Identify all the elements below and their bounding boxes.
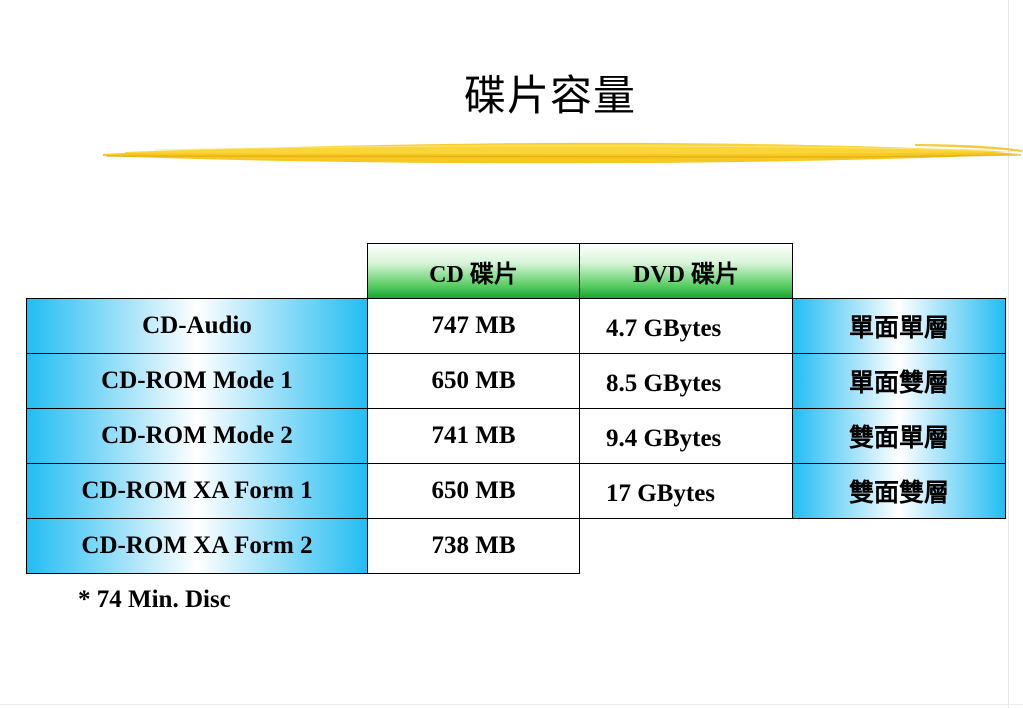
cd-capacity-cell: 747 MB <box>367 298 580 354</box>
cd-format-cell: CD-ROM Mode 1 <box>26 353 368 409</box>
title-underline-swoosh <box>103 142 1023 164</box>
slide-title: 碟片容量 <box>463 71 636 120</box>
cd-capacity-cell: 741 MB <box>367 408 580 464</box>
slide-right-edge <box>1008 0 1009 708</box>
footnote: * 74 Min. Disc <box>78 586 231 613</box>
dvd-capacity-cell: 17 GBytes <box>579 463 793 519</box>
cd-format-cell: CD-ROM Mode 2 <box>26 408 368 464</box>
dvd-layer-cell: 單面單層 <box>792 298 1006 354</box>
cd-format-cell: CD-ROM XA Form 1 <box>26 463 368 519</box>
cd-format-cell: CD-ROM XA Form 2 <box>26 518 368 574</box>
dvd-layer-cell: 雙面單層 <box>792 408 1006 464</box>
dvd-layer-cell: 單面雙層 <box>792 353 1006 409</box>
cd-capacity-cell: 650 MB <box>367 463 580 519</box>
dvd-capacity-cell: 8.5 GBytes <box>579 353 793 409</box>
cd-capacity-cell: 738 MB <box>367 518 580 574</box>
slide-bottom-edge <box>0 704 1023 705</box>
dvd-capacity-cell: 9.4 GBytes <box>579 408 793 464</box>
header-cd: CD 碟片 <box>367 243 580 299</box>
cd-capacity-cell: 650 MB <box>367 353 580 409</box>
cd-format-cell: CD-Audio <box>26 298 368 354</box>
dvd-capacity-cell: 4.7 GBytes <box>579 298 793 354</box>
header-dvd: DVD 碟片 <box>579 243 793 299</box>
dvd-layer-cell: 雙面雙層 <box>792 463 1006 519</box>
